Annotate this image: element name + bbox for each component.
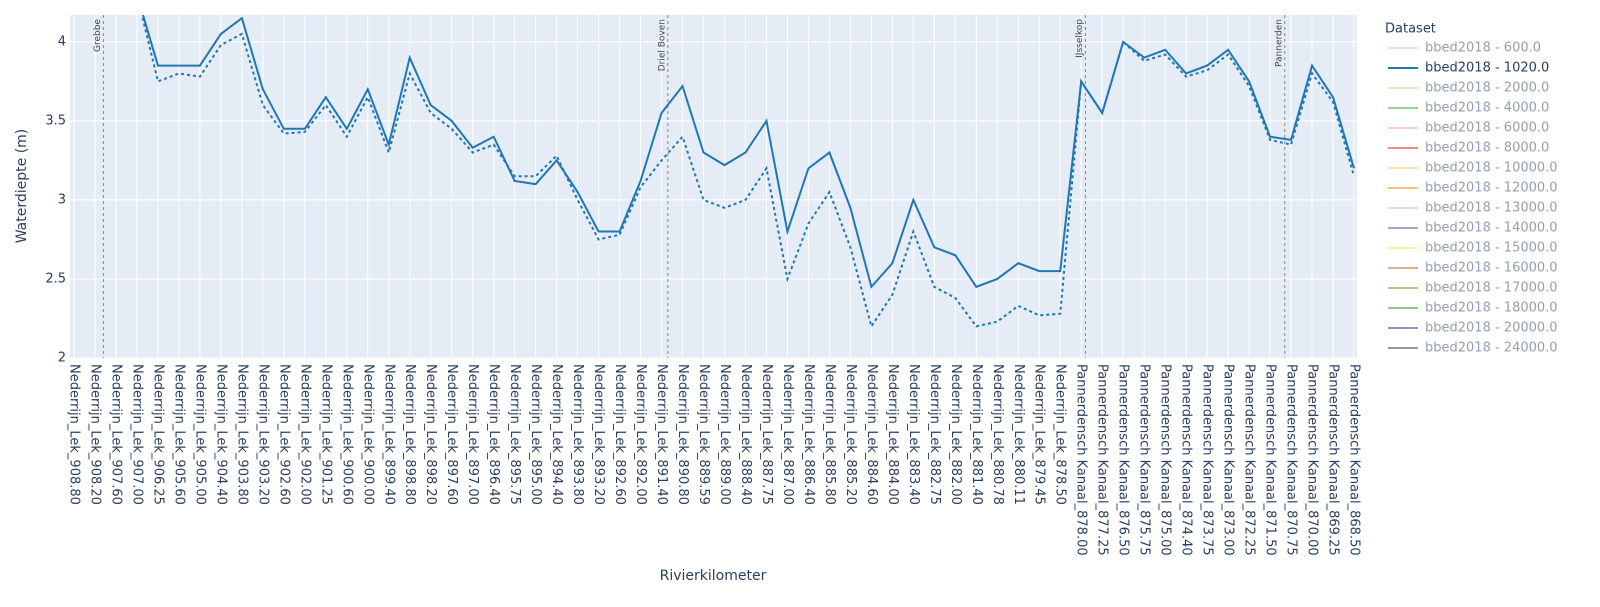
x-tick-label: Nederrijn_Lek_883.40 [906, 364, 921, 505]
x-tick-label: Nederrijn_Lek_880.78 [990, 364, 1005, 505]
x-tick-label: Pannerdensch Kanaal_874.40 [1179, 364, 1194, 556]
x-tick-label: Nederrijn_Lek_900.00 [360, 364, 375, 505]
annotation-label: Grebbe [93, 19, 103, 52]
x-tick-label: Nederrijn_Lek_888.40 [738, 364, 753, 505]
x-tick-label: Pannerdensch Kanaal_876.50 [1116, 364, 1131, 556]
x-tick-label: Nederrijn_Lek_889.59 [696, 364, 711, 505]
x-tick-label: Nederrijn_Lek_893.20 [591, 364, 606, 505]
x-tick-label: Pannerdensch Kanaal_870.75 [1284, 364, 1299, 556]
x-tick-label: Nederrijn_Lek_895.00 [528, 364, 543, 505]
x-tick-label: Nederrijn_Lek_897.00 [465, 364, 480, 505]
x-tick-label: Nederrijn_Lek_881.40 [969, 364, 984, 505]
x-tick-label: Nederrijn_Lek_885.80 [822, 364, 837, 505]
x-tick-label: Pannerdensch Kanaal_873.75 [1200, 364, 1215, 556]
x-tick-label: Nederrijn_Lek_905.60 [171, 364, 186, 505]
legend-label[interactable]: bbed2018 - 6000.0 [1425, 121, 1549, 136]
x-tick-label: Nederrijn_Lek_908.80 [67, 364, 82, 505]
lines [140, 15, 1355, 329]
x-tick-label: Nederrijn_Lek_907.00 [129, 364, 144, 505]
x-tick-label: Nederrijn_Lek_900.60 [339, 364, 354, 505]
x-tick-label: Pannerdensch Kanaal_875.75 [1137, 364, 1152, 556]
x-tick-label: Nederrijn_Lek_906.25 [150, 364, 165, 505]
x-tick-label: Nederrijn_Lek_901.25 [318, 364, 333, 505]
x-tick-label: Nederrijn_Lek_882.00 [948, 364, 963, 505]
x-tick-label: Pannerdensch Kanaal_875.00 [1158, 364, 1173, 556]
legend-label[interactable]: bbed2018 - 17000.0 [1425, 281, 1558, 296]
x-tick-label: Pannerdensch Kanaal_872.25 [1242, 364, 1257, 556]
x-tick-label: Nederrijn_Lek_904.40 [213, 364, 228, 505]
legend-label[interactable]: bbed2018 - 1020.0 [1425, 61, 1549, 76]
annotation-label: Driel Boven [657, 19, 667, 71]
x-tick-label: Nederrijn_Lek_899.40 [381, 364, 396, 505]
x-tick-label: Nederrijn_Lek_894.40 [549, 364, 564, 505]
legend-label[interactable]: bbed2018 - 12000.0 [1425, 181, 1558, 196]
x-tick-label: Pannerdensch Kanaal_873.00 [1221, 364, 1236, 556]
x-tick-label: Nederrijn_Lek_890.80 [675, 364, 690, 505]
x-tick-label: Nederrijn_Lek_896.40 [486, 364, 501, 505]
y-tick-label: 3 [58, 192, 66, 207]
legend-label[interactable]: bbed2018 - 15000.0 [1425, 241, 1558, 256]
x-tick-label: Nederrijn_Lek_892.60 [612, 364, 627, 505]
x-tick-label: Nederrijn_Lek_895.75 [507, 364, 522, 505]
x-tick-label: Nederrijn_Lek_884.60 [864, 364, 879, 505]
x-tick-label: Nederrijn_Lek_882.75 [927, 364, 942, 505]
x-tick-label: Nederrijn_Lek_902.60 [276, 364, 291, 505]
x-tick-label: Nederrijn_Lek_879.45 [1032, 364, 1047, 505]
x-tick-label: Nederrijn_Lek_908.20 [87, 364, 102, 505]
data-line [140, 15, 1355, 329]
x-tick-label: Nederrijn_Lek_891.40 [654, 364, 669, 505]
legend-label[interactable]: bbed2018 - 2000.0 [1425, 81, 1549, 96]
y-tick-label: 2.5 [45, 271, 66, 286]
x-tick-label: Nederrijn_Lek_892.00 [633, 364, 648, 505]
x-tick-label: Nederrijn_Lek_884.00 [885, 364, 900, 505]
x-tick-label: Pannerdensch Kanaal_868.50 [1347, 364, 1362, 556]
x-tick-label: Nederrijn_Lek_878.50 [1053, 364, 1068, 505]
y-axis-title: Waterdiepte (m) [14, 129, 30, 244]
x-tick-label: Nederrijn_Lek_889.00 [717, 364, 732, 505]
legend-label[interactable]: bbed2018 - 14000.0 [1425, 221, 1558, 236]
y-tick-label: 2 [58, 351, 66, 366]
legend-label[interactable]: bbed2018 - 16000.0 [1425, 261, 1558, 276]
x-axis-title: Rivierkilometer [660, 568, 767, 584]
legend-label[interactable]: bbed2018 - 18000.0 [1425, 301, 1558, 316]
x-tick-label: Pannerdensch Kanaal_869.25 [1326, 364, 1341, 556]
legend-label[interactable]: bbed2018 - 20000.0 [1425, 321, 1558, 336]
x-tick-label: Nederrijn_Lek_907.60 [108, 364, 123, 505]
y-tick-label: 4 [58, 34, 66, 49]
legend-label[interactable]: bbed2018 - 10000.0 [1425, 161, 1558, 176]
x-tick-label: Nederrijn_Lek_903.80 [234, 364, 249, 505]
x-tick-label: Nederrijn_Lek_886.40 [801, 364, 816, 505]
legend-label[interactable]: bbed2018 - 4000.0 [1425, 101, 1549, 116]
x-tick-label: Nederrijn_Lek_885.20 [843, 364, 858, 505]
plot-area [70, 15, 1357, 358]
legend-label[interactable]: bbed2018 - 600.0 [1425, 41, 1541, 56]
legend-title: Dataset [1385, 22, 1436, 37]
x-tick-label: Pannerdensch Kanaal_870.00 [1305, 364, 1320, 556]
x-tick-label: Nederrijn_Lek_897.60 [444, 364, 459, 505]
x-tick-label: Nederrijn_Lek_898.20 [423, 364, 438, 505]
y-tick-label: 3.5 [45, 113, 66, 128]
x-tick-label: Nederrijn_Lek_893.80 [570, 364, 585, 505]
x-tick-label: Pannerdensch Kanaal_878.00 [1074, 364, 1089, 556]
legend-label[interactable]: bbed2018 - 8000.0 [1425, 141, 1549, 156]
annotation-label: IJsselkop [1075, 19, 1085, 58]
legend-label[interactable]: bbed2018 - 13000.0 [1425, 201, 1558, 216]
x-tick-label: Nederrijn_Lek_905.00 [192, 364, 207, 505]
x-tick-label: Nederrijn_Lek_903.20 [255, 364, 270, 505]
x-tick-label: Nederrijn_Lek_887.00 [780, 364, 795, 505]
x-tick-label: Pannerdensch Kanaal_877.25 [1095, 364, 1110, 556]
annotation-label: Pannerden [1274, 19, 1284, 67]
x-tick-label: Nederrijn_Lek_898.80 [402, 364, 417, 505]
x-tick-label: Nederrijn_Lek_887.75 [759, 364, 774, 505]
legend-label[interactable]: bbed2018 - 24000.0 [1425, 341, 1558, 356]
x-tick-label: Nederrijn_Lek_880.11 [1011, 364, 1026, 505]
x-tick-label: Nederrijn_Lek_902.00 [297, 364, 312, 505]
x-tick-label: Pannerdensch Kanaal_871.50 [1263, 364, 1278, 556]
data-line [141, 15, 1355, 289]
